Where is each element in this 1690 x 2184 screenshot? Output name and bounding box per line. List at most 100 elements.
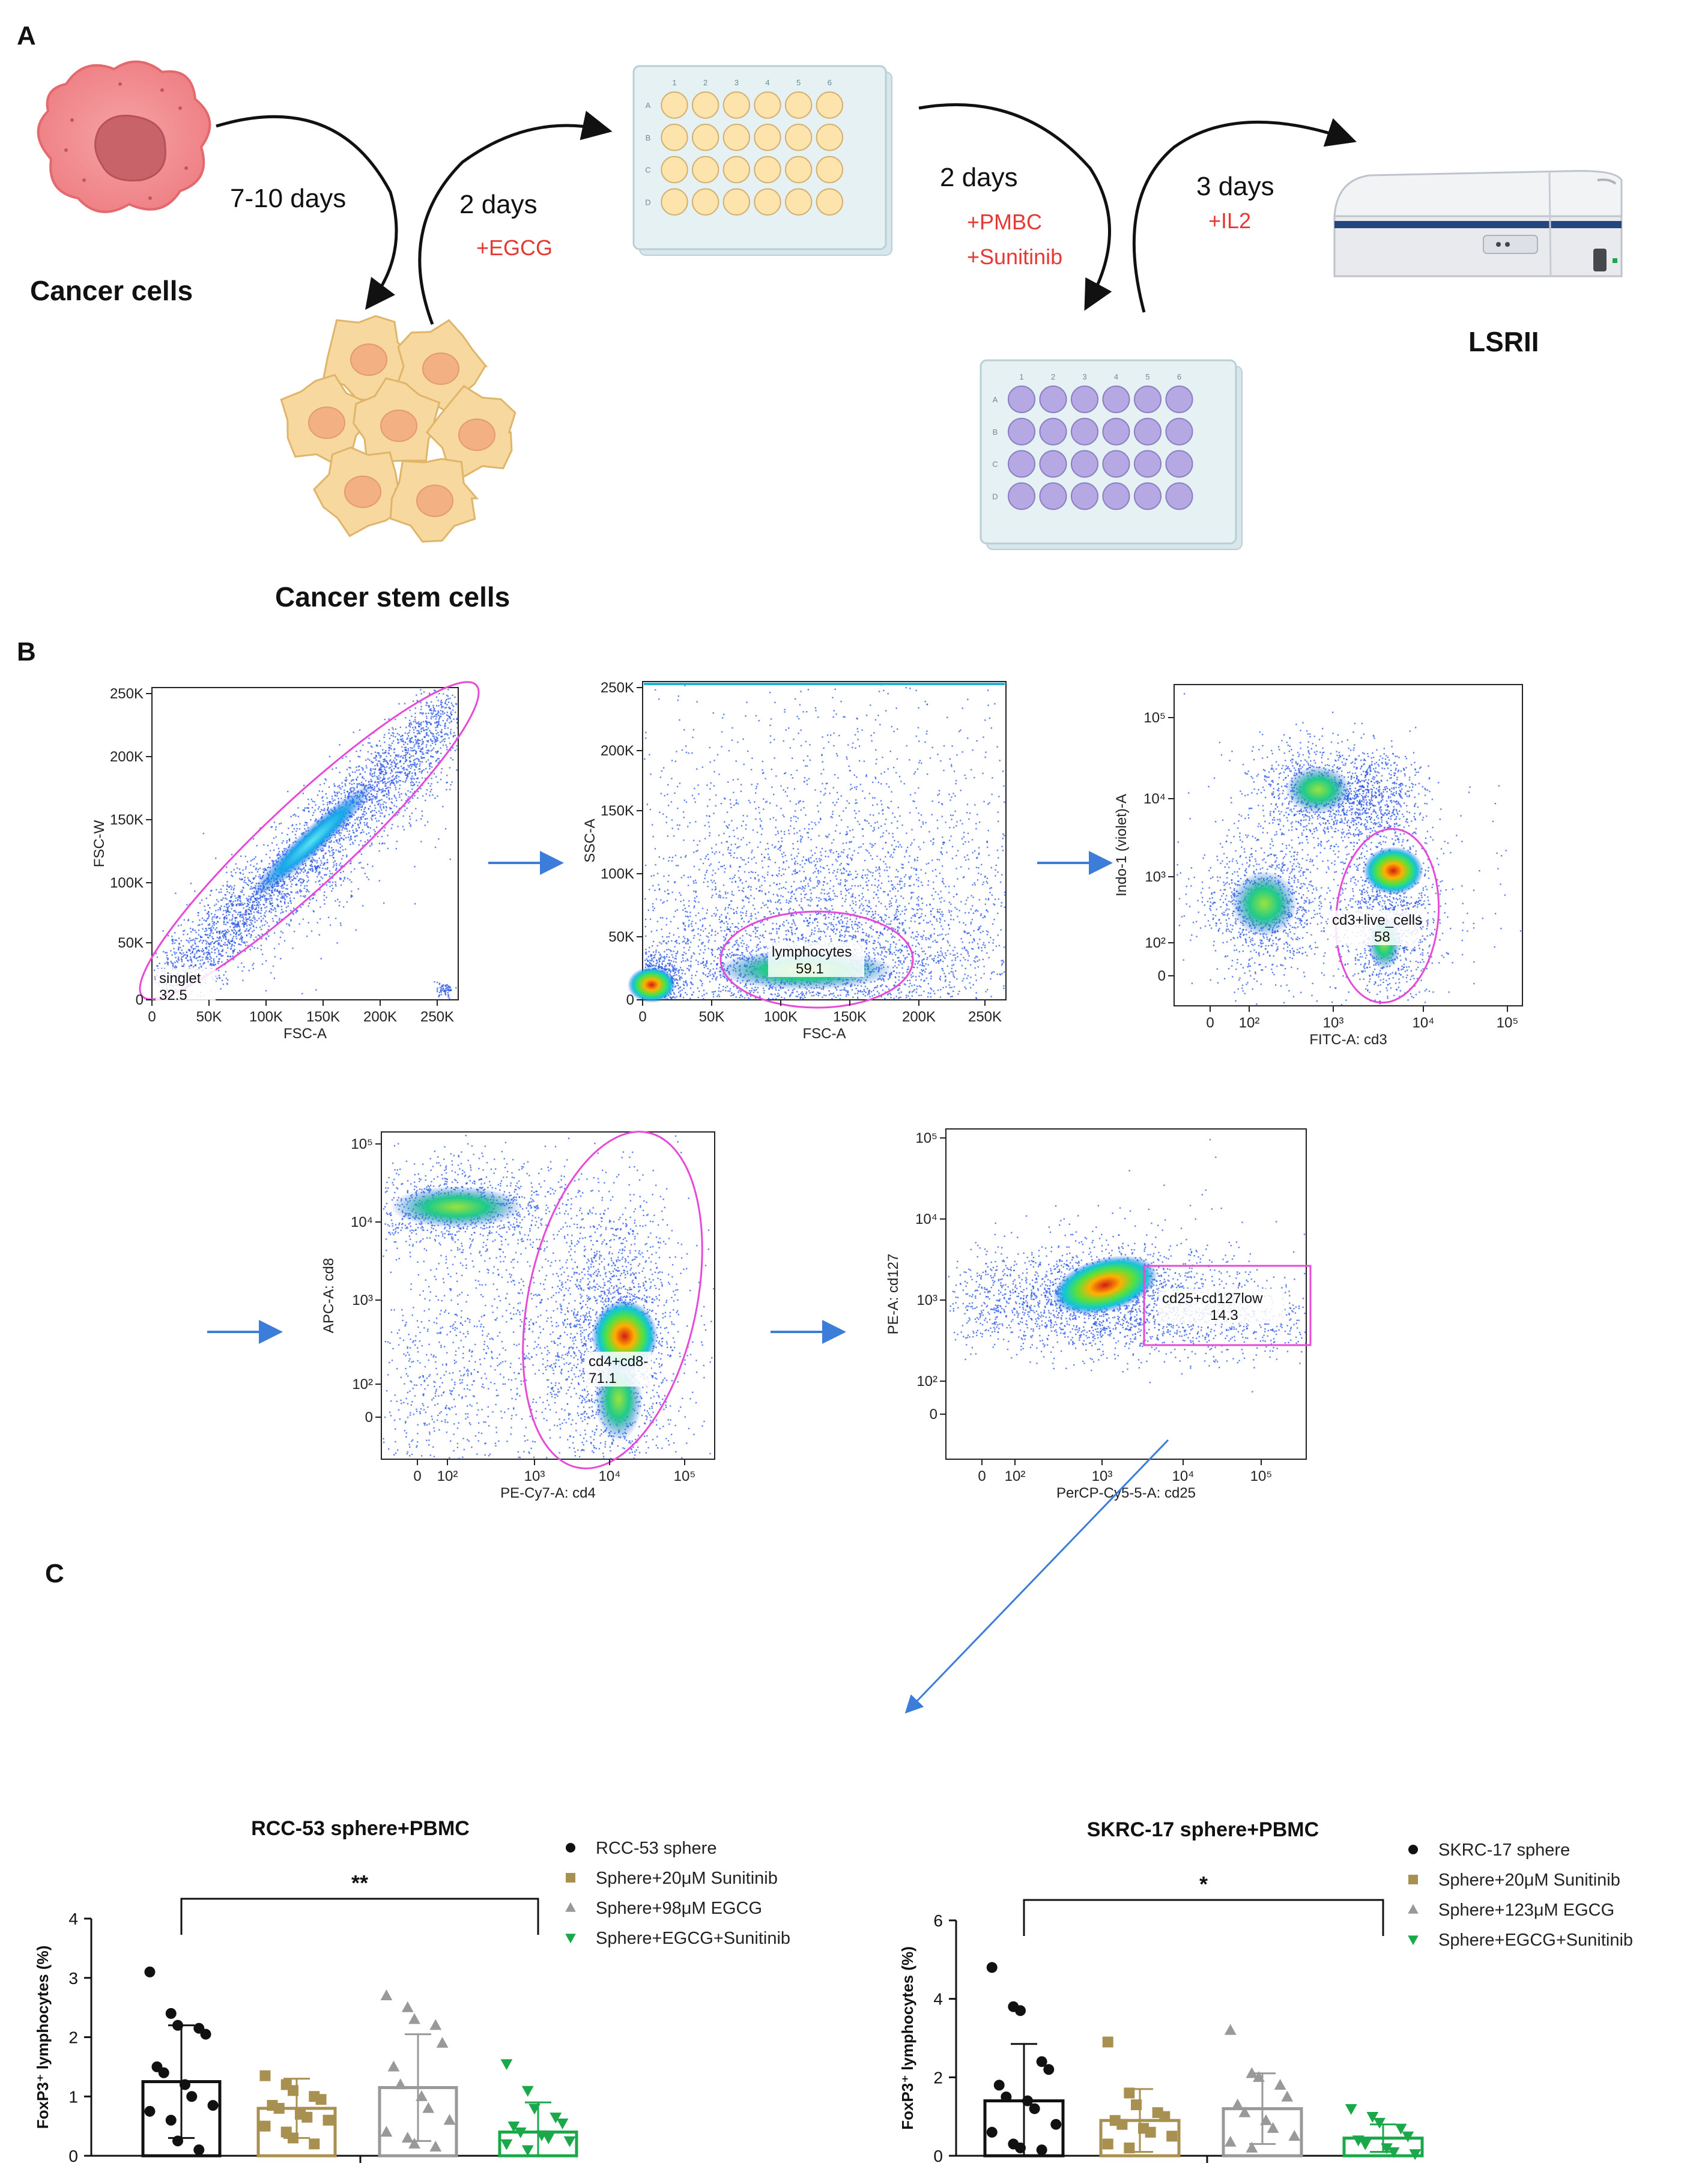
gate-name: singlet <box>159 970 201 987</box>
data-point <box>1260 2114 1272 2125</box>
x-axis-title: FSC-A <box>283 1026 327 1042</box>
event-dots <box>644 683 1006 1000</box>
data-point <box>1238 2106 1251 2117</box>
y-tick-label: 4 <box>68 1910 78 1928</box>
plate-well <box>1133 482 1162 510</box>
gate-outline <box>1143 1265 1312 1346</box>
legend-entry: RCC-53 sphere <box>596 1839 716 1858</box>
x-tick-label: 10² <box>1239 1015 1260 1031</box>
data-point <box>436 2037 449 2048</box>
plate-well <box>722 91 751 119</box>
y-tick-label: 50K <box>118 935 144 951</box>
gate-label-box <box>768 942 864 977</box>
y-tick-label: 0 <box>365 1409 373 1426</box>
stem-cell <box>353 377 441 462</box>
data-point <box>401 2001 414 2012</box>
data-point <box>408 2013 420 2024</box>
plate-col-label: 3 <box>734 78 739 87</box>
x-tick-label: 10⁵ <box>674 1468 696 1484</box>
step3-treatment-sunitinib: +Sunitinib <box>967 244 1062 269</box>
data-point <box>521 2145 534 2156</box>
plate-well <box>1102 482 1130 510</box>
x-tick-label: 0 <box>638 1009 646 1025</box>
step2-duration: 2 days <box>459 190 538 219</box>
plate-col-label: 4 <box>1114 372 1118 381</box>
data-point <box>529 2104 541 2115</box>
plate-well <box>784 124 813 151</box>
plate-well <box>691 91 719 119</box>
data-point <box>1036 2056 1047 2068</box>
gate-value: 71.1 <box>589 1370 617 1387</box>
density-hotspot <box>1285 766 1351 814</box>
data-point <box>1029 2103 1040 2114</box>
data-point <box>408 2137 420 2149</box>
plate-well <box>1007 450 1036 478</box>
plate-well <box>754 124 781 151</box>
stem-cell <box>389 458 479 543</box>
x-tick-label: 250K <box>420 1009 454 1025</box>
data-point <box>429 2140 442 2152</box>
arrow-step-3 <box>918 103 1112 311</box>
data-point <box>1402 2131 1414 2143</box>
data-point <box>429 2019 442 2030</box>
data-point <box>1102 2036 1113 2048</box>
plate-well <box>1007 482 1036 510</box>
y-tick-label: 10⁴ <box>915 1211 937 1227</box>
gate-value: 32.5 <box>159 987 187 1003</box>
plate-well <box>1007 385 1036 414</box>
plate-well <box>754 156 781 184</box>
data-point <box>158 2067 169 2078</box>
plate-well <box>1102 385 1130 414</box>
data-point <box>172 2019 183 2031</box>
panel-label-a: A <box>17 21 36 50</box>
data-point <box>401 2132 414 2143</box>
data-point <box>1267 2122 1279 2133</box>
data-point <box>1131 2099 1142 2111</box>
cancer-stem-cells-illustration <box>280 315 516 543</box>
gate-name: lymphocytes <box>772 944 852 960</box>
arrow-step-1 <box>216 115 398 310</box>
data-point <box>193 2144 205 2156</box>
y-tick-label: 0 <box>68 2147 78 2165</box>
y-axis-title: FoxP3⁺ lymphocytes (%) <box>898 1946 916 2130</box>
panel-label-b: B <box>17 637 36 667</box>
plate-well <box>754 188 781 216</box>
cancer-stem-cells-label: Cancer stem cells <box>275 581 510 613</box>
density-hotspot <box>1231 871 1297 937</box>
data-point <box>550 2113 562 2124</box>
plate-well <box>1133 417 1162 446</box>
legend-marker <box>565 1934 576 1944</box>
plate-col-label: 5 <box>1145 372 1149 381</box>
stem-cell <box>280 374 374 465</box>
x-tick-label: 0 <box>413 1468 421 1484</box>
bar-chart-skrc17: SKRC-17 sphere+PBMC 0 2 4 6 FoxP3⁺ lymphocyte… <box>898 1818 1633 2165</box>
data-point <box>542 2133 555 2144</box>
y-tick-label: 10² <box>352 1376 373 1393</box>
stem-cell <box>426 384 516 477</box>
y-tick-label: 1 <box>68 2087 78 2106</box>
plate-well <box>816 91 844 119</box>
plate-col-label: 1 <box>672 78 676 87</box>
plate-col-label: 3 <box>1082 372 1086 381</box>
legend-marker <box>1408 1875 1418 1884</box>
data-point <box>1359 2139 1372 2150</box>
plate-well <box>1165 482 1193 510</box>
x-axis-title: PerCP-Cy5-5-A: cd25 <box>1056 1485 1196 1501</box>
y-tick-label: 200K <box>110 749 144 765</box>
legend-entry: Sphere+98μM EGCG <box>596 1899 762 1918</box>
data-point <box>1381 2143 1393 2155</box>
x-tick-label: 0 <box>1206 1015 1214 1031</box>
significance-label: ** <box>351 1871 368 1895</box>
plate-well <box>1102 417 1130 446</box>
x-axis-title: FITC-A: cd3 <box>1309 1032 1387 1048</box>
x-tick-label: 10⁵ <box>1497 1015 1519 1031</box>
gate-label-box <box>585 1352 651 1387</box>
data-point <box>144 2105 156 2117</box>
y-tick-label: 10⁵ <box>1143 710 1166 726</box>
x-tick-label: 10³ <box>1092 1468 1113 1484</box>
y-tick-label: 0 <box>933 2147 943 2165</box>
gate-value: 59.1 <box>796 961 824 977</box>
gate-outline <box>139 681 480 1000</box>
